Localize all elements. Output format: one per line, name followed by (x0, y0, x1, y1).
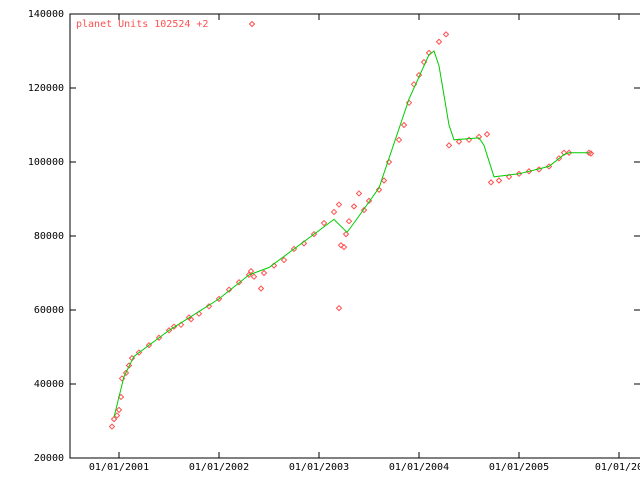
data-point (320, 219, 328, 227)
data-point (330, 208, 338, 216)
trend-line (113, 50, 589, 418)
data-point (122, 369, 130, 377)
x-tick-label: 01/01/2005 (489, 462, 549, 473)
data-point (505, 173, 513, 181)
data-point (395, 136, 403, 144)
data-point (445, 142, 453, 149)
data-point (250, 273, 258, 280)
data-point (260, 269, 268, 277)
data-point (435, 38, 443, 45)
data-point (483, 131, 491, 138)
data-point (495, 177, 503, 184)
x-tick-label: 01/01/2004 (389, 462, 449, 473)
data-point (405, 99, 413, 107)
x-tick-label: 01/01/20 (595, 462, 640, 473)
y-tick-label: 80000 (34, 231, 64, 242)
y-tick-label: 100000 (28, 157, 64, 168)
data-point (375, 186, 383, 193)
data-point (565, 149, 573, 156)
data-point (342, 230, 350, 238)
data-point (340, 243, 348, 251)
y-tick-label: 120000 (28, 83, 64, 94)
legend-label: planet Units 102524 +2 (76, 19, 208, 30)
data-point (125, 362, 133, 369)
data-point (337, 242, 345, 249)
data-point (487, 179, 495, 186)
data-point (350, 203, 358, 210)
data-point (455, 138, 463, 145)
data-point (385, 158, 393, 166)
data-point (113, 412, 121, 419)
y-tick-label: 60000 (34, 305, 64, 316)
y-tick-label: 20000 (34, 453, 64, 464)
data-point (115, 406, 123, 414)
data-point (110, 415, 118, 423)
x-tick-label: 01/01/2002 (189, 462, 249, 473)
data-point (345, 217, 353, 225)
data-point (475, 133, 483, 141)
data-point (187, 316, 195, 323)
data-point (335, 201, 343, 208)
data-point (587, 150, 595, 157)
data-point (335, 304, 343, 312)
data-point (442, 31, 450, 38)
data-point (257, 285, 265, 292)
data-point (108, 423, 116, 430)
y-tick-label: 140000 (28, 9, 64, 20)
legend-marker (248, 20, 256, 28)
data-point (280, 256, 288, 264)
data-point (400, 121, 408, 129)
y-tick-label: 40000 (34, 379, 64, 390)
data-point (360, 206, 368, 214)
data-point (355, 190, 363, 197)
data-point (560, 149, 568, 156)
x-tick-label: 01/01/2001 (89, 462, 149, 473)
data-point (205, 303, 213, 310)
plot-border (69, 13, 640, 459)
data-point (380, 177, 388, 184)
x-tick-label: 01/01/2003 (289, 462, 349, 473)
data-point (225, 286, 233, 293)
